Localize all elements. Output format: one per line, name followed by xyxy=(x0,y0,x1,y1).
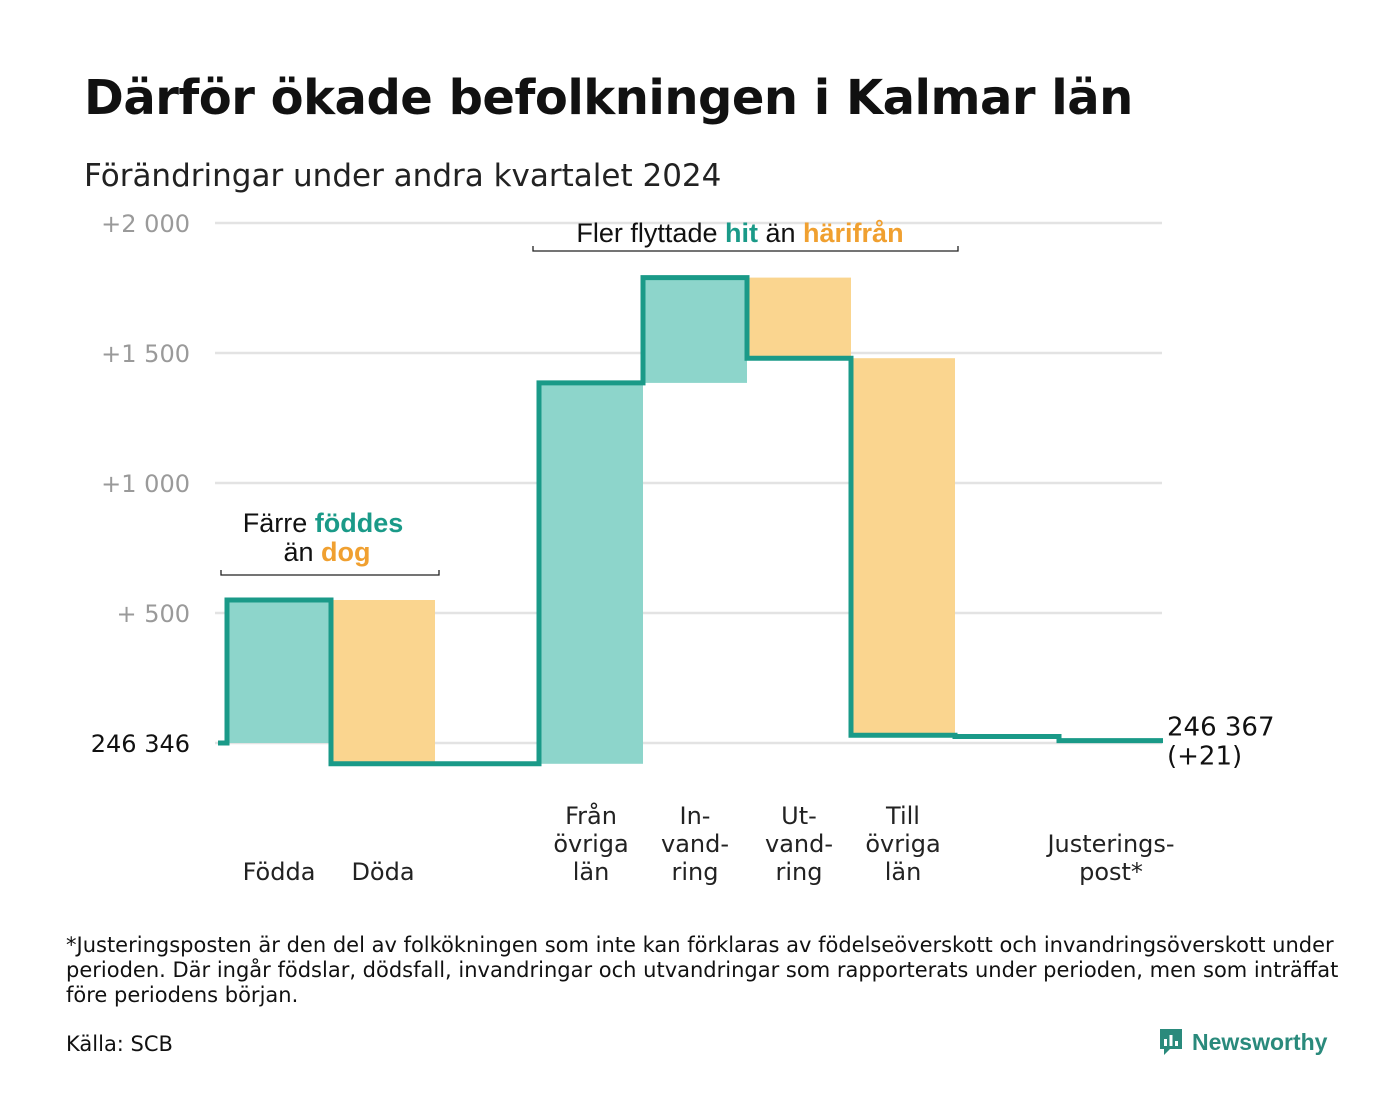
chart-subtitle: Förändringar under andra kvartalet 2024 xyxy=(84,158,722,194)
category-label: län xyxy=(573,858,610,886)
category-label: län xyxy=(885,858,922,886)
bar-out xyxy=(851,358,955,736)
category-label: vand- xyxy=(661,830,729,858)
newsworthy-logo-icon xyxy=(1160,1029,1182,1055)
waterfall-chart: 246 346 + 500 +1 000 +1 500 +2 000 Födda Döda F… xyxy=(91,210,1275,886)
category-label: In- xyxy=(680,802,711,830)
bar-in xyxy=(539,382,643,764)
y-tick-label: +2 000 xyxy=(101,210,190,238)
annotation-natural-line2: än dog xyxy=(283,537,370,567)
annotation-migration: Fler flyttade hit än härifrån xyxy=(576,218,903,248)
bar-out xyxy=(747,277,851,359)
end-value-label: (+21) xyxy=(1167,742,1242,772)
category-label: Födda xyxy=(243,858,316,886)
footnote: *Justeringsposten är den del av folkökni… xyxy=(66,933,1339,1008)
annotation-natural-line1: Färre föddes xyxy=(243,508,404,538)
chart-title: Därför ökade befolkningen i Kalmar län xyxy=(84,70,1133,126)
brand-name: Newsworthy xyxy=(1192,1028,1328,1055)
bar-out xyxy=(331,600,435,764)
source-label: Källa: SCB xyxy=(66,1032,173,1056)
bars xyxy=(227,277,955,764)
category-label: Till xyxy=(885,802,920,830)
annotation-bracket-natural xyxy=(220,570,440,576)
category-label: övriga xyxy=(553,830,628,858)
category-label: ring xyxy=(776,858,823,886)
category-label: post* xyxy=(1079,858,1143,886)
bar-in xyxy=(227,600,331,743)
category-label: övriga xyxy=(865,830,940,858)
category-label: Ut- xyxy=(781,802,817,830)
y-tick-label: 246 346 xyxy=(91,730,190,758)
category-label: ring xyxy=(672,858,719,886)
category-label: Justerings- xyxy=(1045,830,1174,858)
category-label: vand- xyxy=(765,830,833,858)
category-label: Döda xyxy=(351,858,414,886)
y-tick-label: +1 500 xyxy=(101,340,190,368)
y-tick-label: +1 000 xyxy=(101,470,190,498)
y-tick-label: + 500 xyxy=(116,600,190,628)
waterfall-line xyxy=(218,275,1163,767)
end-value-label: 246 367 xyxy=(1167,713,1275,743)
bar-in xyxy=(643,277,747,383)
annotation-bracket-migration xyxy=(532,246,959,252)
category-label: Från xyxy=(565,801,617,830)
brand-logo: Newsworthy xyxy=(1158,1027,1327,1057)
